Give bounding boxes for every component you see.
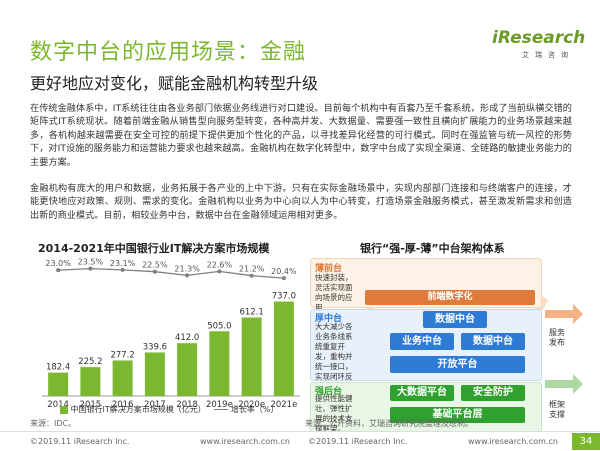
data-center-button-2: 数据中台: [461, 333, 525, 350]
open-platform-button: 开放平台: [390, 356, 525, 373]
strong-layer-desc: 提供性能健壮、弹性扩展的技术支撑框架。: [315, 394, 353, 433]
business-center-button: 业务中台: [390, 333, 454, 350]
page-subtitle: 更好地应对变化，赋能金融机构转型升级: [30, 74, 319, 93]
thin-layer-label: 薄前台: [315, 264, 343, 274]
rate-point-2021e: [281, 276, 286, 281]
x-tick-2014: 2014: [47, 400, 69, 410]
service-publish-label: 服务发布: [549, 328, 565, 347]
side-arrows: [545, 304, 583, 394]
intro-paragraph-2: 金融机构有庞大的用户和数据，业务拓展于各产业的上中下游。只有在实际金融场景中，实…: [30, 184, 572, 221]
rate-label-2021e: 20.4%: [271, 267, 297, 276]
legend-bar-label: 中国银行IT解决方案市场规模（亿元）: [70, 405, 206, 414]
footer-right-copyright: ©2019.11 iResearch Inc.: [308, 437, 408, 446]
logo-sub-text: 艾瑞咨询: [522, 51, 574, 59]
footer-left-copyright: ©2019.11 iResearch Inc.: [30, 437, 130, 446]
rate-point-2018: [185, 273, 190, 278]
bar-2015: [80, 367, 101, 396]
bar-2021e: [273, 301, 294, 396]
bar-label-2021e: 737.0: [272, 292, 296, 302]
legend-line-swatch: [214, 409, 229, 410]
arch-source: 来源：公开资料，艾瑞咨询研究院整理及绘制。: [305, 419, 473, 428]
x-tick-2016: 2016: [112, 400, 134, 410]
bar-label-2016: 277.2: [110, 350, 134, 360]
bar-label-2015: 225.2: [78, 357, 102, 367]
rate-point-2017: [152, 269, 157, 274]
thick-layer-label: 厚中台: [315, 314, 343, 324]
x-tick-2017: 2017: [144, 400, 166, 410]
arch-title: 银行“强-厚-薄”中台架构体系: [360, 242, 505, 255]
rate-label-2017: 22.5%: [142, 261, 168, 270]
bar-label-2019e: 505.0: [207, 321, 231, 331]
rate-point-2020e: [249, 273, 254, 278]
page-number: 34: [572, 433, 600, 450]
intro-paragraph-1: 在传统金融体系中，IT系统往往由各业务部门依据业务线进行对口建设。目前每个机构中…: [30, 104, 572, 168]
architecture-diagram: 银行“强-厚-薄”中台架构体系 个人 对公 线上 线下 薄前台 快速封装，灵活实…: [305, 240, 590, 433]
footer: ©2019.11 iResearch Inc. www.iresearch.co…: [0, 431, 600, 451]
x-tick-2015: 2015: [80, 400, 102, 410]
bar-label-2020e: 612.1: [239, 308, 263, 318]
footer-right-url: www.iresearch.com.cn: [468, 437, 558, 446]
bar-2016: [112, 360, 133, 396]
rate-label-2020e: 21.2%: [239, 265, 265, 274]
page-title: 数字中台的应用场景：金融: [30, 40, 307, 65]
x-tick-2018: 2018: [176, 400, 198, 410]
x-tick-2019e: 2019e: [206, 400, 233, 410]
rate-label-2016: 23.1%: [110, 259, 136, 268]
frame-support-label: 框架支撑: [549, 400, 565, 419]
bar-line-chart: 182.4 2014 225.2 2015 277.2 2016 339.6 2017 412.…: [42, 258, 300, 410]
rate-label-2015: 23.5%: [78, 258, 104, 267]
growth-rate-line: [58, 267, 284, 279]
x-tick-2021e: 2021e: [270, 400, 297, 410]
bar-2018: [177, 343, 198, 396]
rate-point-2015: [88, 266, 93, 271]
rate-label-2014: 23.0%: [45, 259, 71, 268]
front-digital-bar: 前端数字化: [365, 290, 535, 305]
legend-bar-swatch: [60, 405, 68, 414]
strong-layer-label: 强后台: [315, 387, 343, 397]
bar-2017: [144, 352, 165, 396]
security-button: 安全防护: [461, 385, 525, 401]
bar-label-2014: 182.4: [46, 363, 70, 373]
rate-point-2016: [120, 267, 125, 272]
bar-label-2017: 339.6: [143, 342, 167, 352]
chart-title: 2014-2021年中国银行业IT解决方案市场规模: [38, 242, 270, 255]
market-size-chart: 2014-2021年中国银行业IT解决方案市场规模 182.4 2014 225.2…: [30, 240, 305, 430]
logo-main-text: iResearch: [492, 28, 586, 48]
bar-label-2018: 412.0: [175, 333, 199, 343]
rate-label-2018: 21.3%: [174, 264, 200, 273]
bar-2020e: [241, 317, 262, 396]
data-center-button: 数据中台: [423, 311, 487, 328]
big-data-platform-button: 大数据平台: [390, 385, 454, 401]
chart-source: 来源：IDC。: [30, 419, 77, 428]
bar-2014: [48, 372, 69, 396]
bar-2019e: [209, 331, 230, 396]
chart-legend: 中国银行IT解决方案市场规模（亿元） 增长率（%）: [60, 404, 305, 415]
footer-left-url: www.iresearch.com.cn: [200, 437, 290, 446]
rate-point-2019e: [217, 269, 222, 274]
base-platform-button: 基础平台层: [390, 407, 525, 423]
iresearch-logo: iResearch 艾瑞咨询: [492, 28, 586, 68]
thin-layer-desc: 快速封装，灵活实现面向场景的应用: [315, 273, 353, 312]
x-tick-2020e: 2020e: [238, 400, 265, 410]
legend-line-label: 增长率（%）: [230, 405, 279, 414]
rate-point-2014: [56, 268, 61, 273]
rate-label-2019e: 22.6%: [207, 260, 233, 269]
